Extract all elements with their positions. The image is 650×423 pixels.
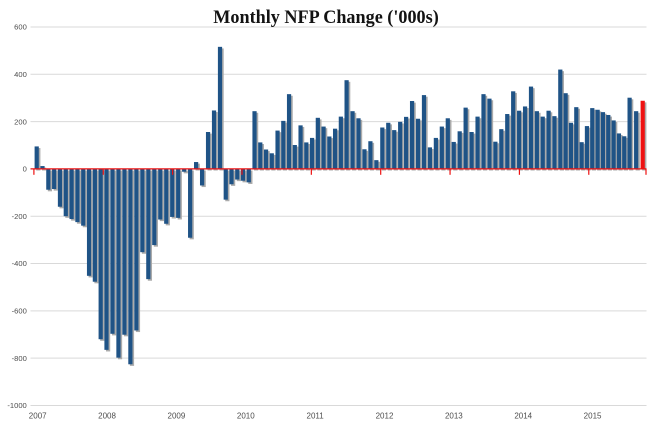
svg-text:200: 200 (14, 117, 27, 126)
svg-text:-600: -600 (12, 307, 27, 316)
svg-text:0: 0 (23, 165, 27, 174)
svg-text:400: 400 (14, 70, 27, 79)
svg-text:600: 600 (14, 23, 27, 32)
svg-text:2014: 2014 (514, 411, 532, 420)
svg-text:Monthly NFP Change ('000s): Monthly NFP Change ('000s) (213, 7, 439, 28)
svg-text:-400: -400 (12, 259, 27, 268)
svg-text:2013: 2013 (445, 411, 463, 420)
svg-text:2009: 2009 (168, 411, 186, 420)
svg-text:-1000: -1000 (7, 401, 26, 410)
svg-text:2007: 2007 (29, 411, 47, 420)
svg-text:-200: -200 (12, 212, 27, 221)
svg-text:2012: 2012 (376, 411, 394, 420)
svg-text:2008: 2008 (98, 411, 116, 420)
svg-text:2011: 2011 (307, 411, 325, 420)
svg-text:2010: 2010 (237, 411, 255, 420)
svg-text:2015: 2015 (584, 411, 602, 420)
svg-text:-800: -800 (12, 354, 27, 363)
